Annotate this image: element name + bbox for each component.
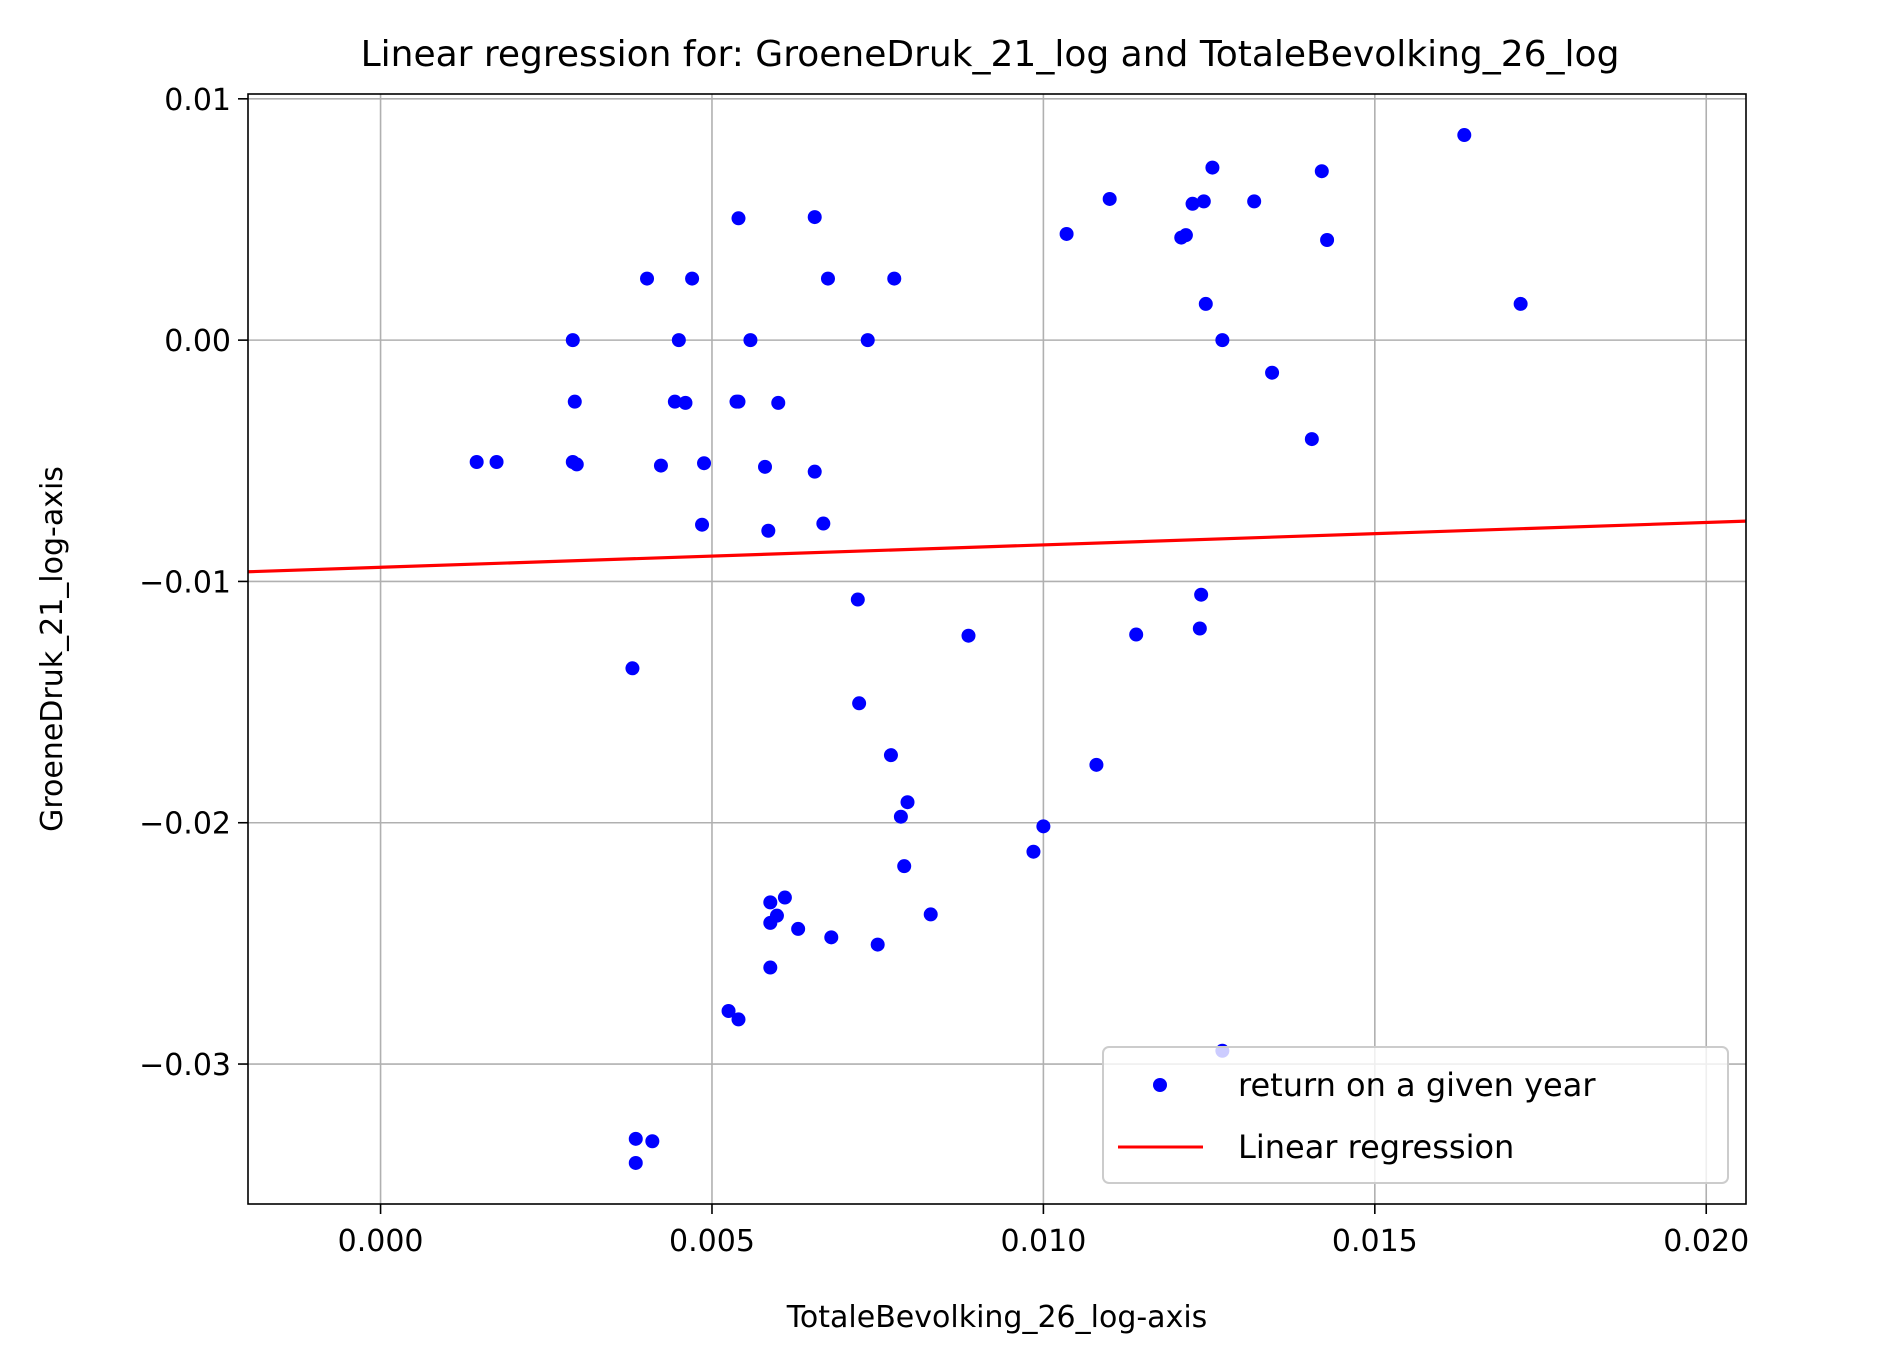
data-point: [569, 457, 584, 472]
x-tick-label: 0.015: [1332, 1224, 1418, 1259]
data-point: [1314, 164, 1329, 179]
data-point: [628, 1155, 643, 1170]
data-point: [1178, 228, 1193, 243]
x-tick-label: 0.020: [1663, 1224, 1749, 1259]
scatter-points: [469, 128, 1528, 1170]
data-point: [771, 395, 786, 410]
data-point: [1185, 196, 1200, 211]
data-point: [870, 937, 885, 952]
data-point: [567, 394, 582, 409]
data-point: [625, 661, 640, 676]
data-point: [640, 271, 655, 286]
data-point: [469, 454, 484, 469]
legend: return on a given year Linear regression: [1102, 1046, 1729, 1184]
plot-frame: [247, 93, 1747, 1205]
data-point: [1192, 621, 1207, 636]
data-point: [731, 394, 746, 409]
data-point: [731, 211, 746, 226]
y-axis-label: GroeneDruk_21_log-axis: [35, 466, 70, 832]
data-point: [1089, 757, 1104, 772]
data-point: [678, 395, 693, 410]
data-point: [1215, 333, 1230, 348]
data-point: [961, 628, 976, 643]
data-point: [1026, 844, 1041, 859]
data-point: [671, 333, 686, 348]
data-point: [731, 1012, 746, 1027]
data-point: [1205, 160, 1220, 175]
data-point: [1320, 232, 1335, 247]
legend-label-regression: Linear regression: [1238, 1128, 1514, 1166]
data-point: [758, 459, 773, 474]
data-point: [883, 748, 898, 763]
data-point: [565, 333, 580, 348]
data-point: [1513, 296, 1528, 311]
data-point: [860, 333, 875, 348]
data-point: [791, 921, 806, 936]
data-point: [852, 696, 867, 711]
y-tick-label: 0.01: [164, 83, 231, 118]
data-point: [1247, 194, 1262, 209]
y-tick-label: −0.01: [139, 565, 231, 600]
y-tick-label: −0.02: [139, 807, 231, 842]
data-point: [897, 859, 912, 874]
data-point: [489, 454, 504, 469]
y-tick-label: −0.03: [139, 1048, 231, 1083]
data-point: [695, 517, 710, 532]
data-point: [923, 907, 938, 922]
data-point: [763, 960, 778, 975]
data-point: [1036, 819, 1051, 834]
data-point: [1059, 226, 1074, 241]
data-point: [816, 516, 831, 531]
data-point: [893, 809, 908, 824]
data-point: [820, 271, 835, 286]
grid-lines: [248, 94, 1746, 1204]
legend-box: [1102, 1046, 1729, 1184]
x-tick-label: 0.000: [338, 1224, 424, 1259]
x-tick-label: 0.005: [669, 1224, 755, 1259]
data-point: [628, 1131, 643, 1146]
data-point: [1304, 432, 1319, 447]
data-point: [653, 458, 668, 473]
x-tick-label: 0.010: [1000, 1224, 1086, 1259]
x-axis-label: TotaleBevolking_26_log-axis: [786, 1300, 1208, 1335]
data-point: [887, 271, 902, 286]
data-point: [685, 271, 700, 286]
data-point: [743, 333, 758, 348]
data-point: [769, 908, 784, 923]
y-tick-label: 0.00: [164, 324, 231, 359]
data-point: [777, 890, 792, 905]
data-point: [1265, 365, 1280, 380]
data-point: [667, 394, 682, 409]
data-point: [900, 795, 915, 810]
data-point: [1102, 191, 1117, 206]
y-axis-ticks: −0.03 −0.02 −0.01 0.00 0.01: [139, 83, 248, 1083]
data-point: [1198, 296, 1213, 311]
legend-scatter-marker: [1153, 1078, 1167, 1092]
data-point: [761, 523, 776, 538]
regression-line: [247, 519, 1747, 574]
data-point: [824, 930, 839, 945]
x-axis-ticks: 0.000 0.005 0.010 0.015 0.020: [338, 1204, 1749, 1259]
data-point: [1196, 194, 1211, 209]
data-point: [1457, 128, 1472, 143]
data-point: [721, 1003, 736, 1018]
data-point: [850, 592, 865, 607]
regression-layer: [247, 519, 1747, 574]
data-point: [1194, 587, 1209, 602]
data-point: [763, 895, 778, 910]
chart-title: Linear regression for: GroeneDruk_21_log…: [361, 34, 1620, 75]
data-point: [807, 464, 822, 479]
data-point: [1129, 627, 1144, 642]
legend-label-scatter: return on a given year: [1238, 1066, 1596, 1104]
data-point: [697, 456, 712, 471]
data-point: [807, 210, 822, 225]
data-point: [645, 1134, 660, 1149]
